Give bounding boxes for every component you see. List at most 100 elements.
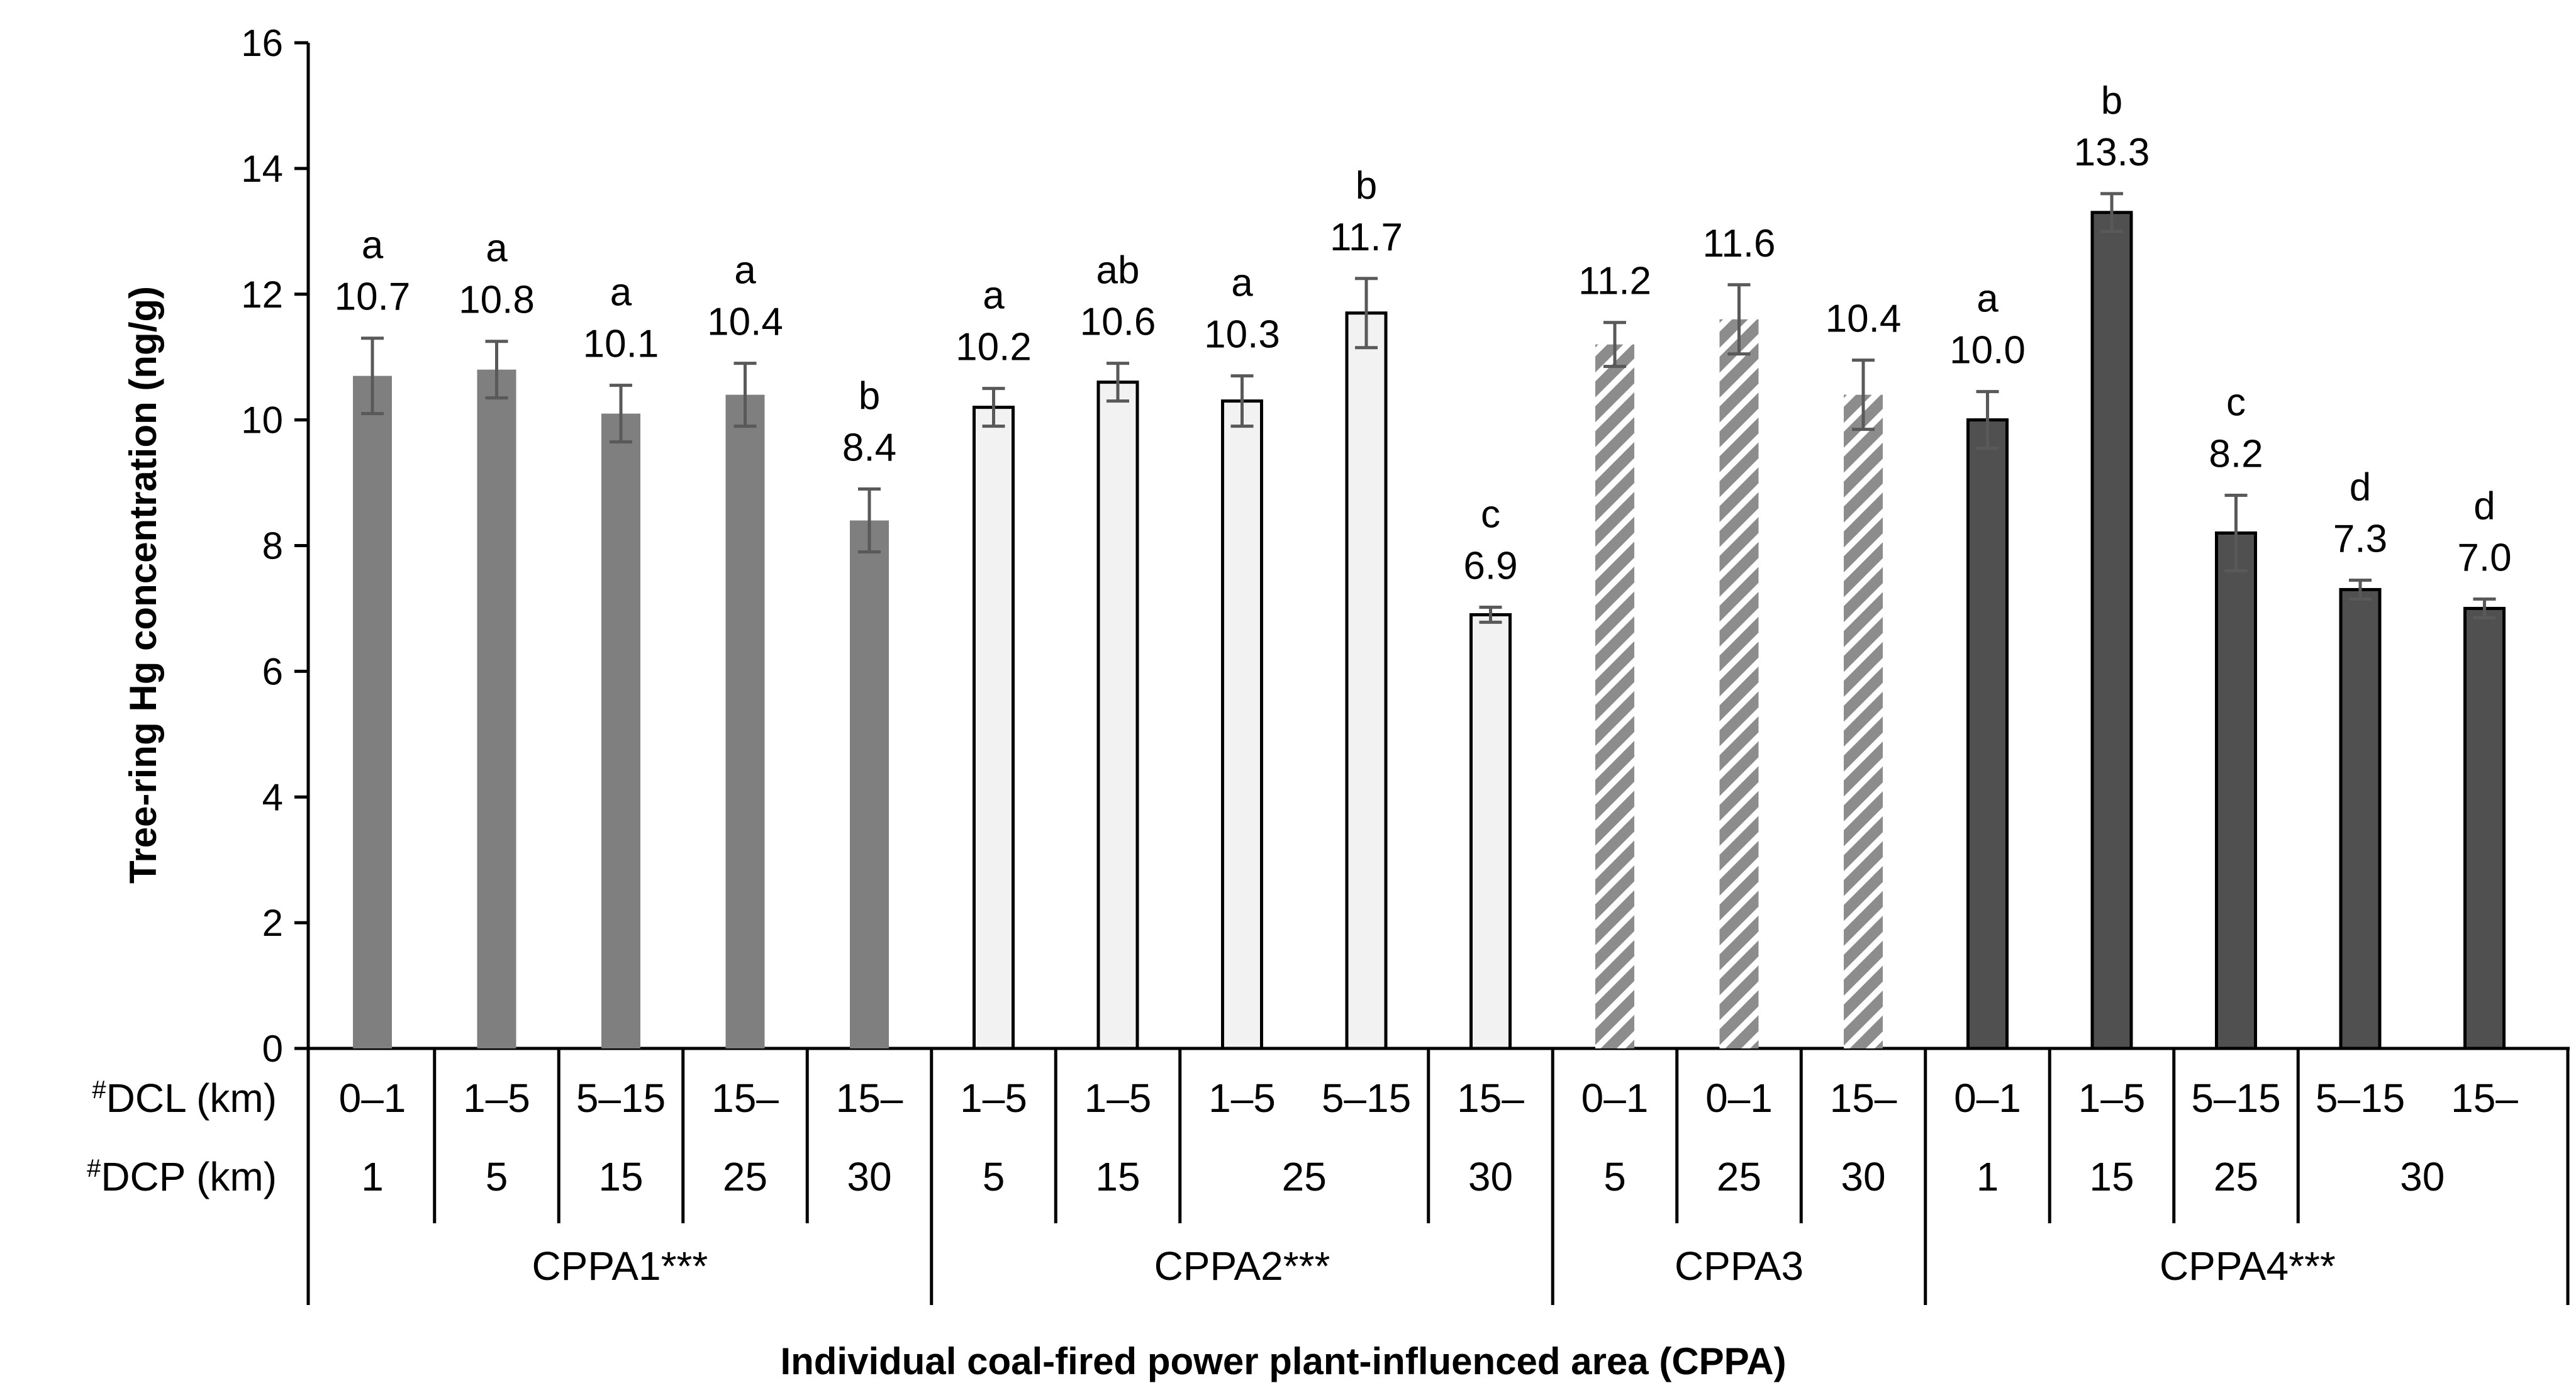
- value-label: 11.2: [1578, 260, 1651, 303]
- dcp-label: 25: [1717, 1154, 1761, 1199]
- bar: [1719, 319, 1759, 1049]
- dcl-label: 5–15: [1322, 1075, 1411, 1121]
- value-label: 10.4: [1826, 297, 1902, 341]
- significance-letter: a: [486, 227, 508, 270]
- value-label: 7.0: [2457, 536, 2511, 579]
- dcl-label: 0–1: [339, 1075, 406, 1121]
- y-axis-title: Tree-ring Hg concentration (ng/g): [122, 286, 164, 884]
- significance-letter: a: [610, 271, 632, 314]
- significance-letter: a: [362, 224, 384, 267]
- dcl-label: 1–5: [463, 1075, 530, 1121]
- bar: [2339, 587, 2382, 1050]
- dcl-label: 1–5: [1208, 1075, 1276, 1121]
- value-label: 10.2: [956, 326, 1032, 369]
- bar: [601, 413, 640, 1048]
- y-axis: 0 2 4 6 8 10 12 14 16: [241, 22, 2570, 1070]
- category-table: #DCL (km) #DCP (km) 0–1 1–5 5–15 15– 15– 1–5 1–5…: [87, 1048, 2570, 1305]
- value-label: 11.7: [1330, 216, 1403, 259]
- dcp-label: 25: [723, 1154, 767, 1199]
- bar: [1221, 399, 1263, 1050]
- dcl-label: 1–5: [2078, 1075, 2146, 1121]
- dcp-label: 1: [361, 1154, 384, 1199]
- dcp-label: 30: [847, 1154, 891, 1199]
- value-label: 6.9: [1463, 544, 1517, 587]
- significance-letter: ab: [1096, 249, 1140, 292]
- dcp-label: 15: [598, 1154, 643, 1199]
- dcl-label: 5–15: [576, 1075, 666, 1121]
- dcl-label: 0–1: [1581, 1075, 1649, 1121]
- bar: [725, 394, 765, 1048]
- value-label: 11.6: [1702, 222, 1775, 265]
- dcp-label: 5: [1603, 1154, 1626, 1199]
- dcl-label: 1–5: [1084, 1075, 1152, 1121]
- bar: [2463, 606, 2506, 1050]
- value-label: 8.2: [2209, 433, 2263, 476]
- y-tick-label: 8: [262, 525, 283, 567]
- value-label: 8.4: [842, 426, 896, 470]
- dcl-label: 5–15: [2316, 1075, 2405, 1121]
- dcp-label: 15: [2089, 1154, 2134, 1199]
- dcp-label: 30: [2400, 1154, 2445, 1199]
- bar: [2090, 211, 2133, 1050]
- dcp-label: 25: [1282, 1154, 1327, 1199]
- group-label: CPPA4***: [2160, 1243, 2336, 1289]
- significance-letter: a: [1977, 277, 1999, 321]
- dcp-label: 30: [1468, 1154, 1513, 1199]
- value-label: 13.3: [2074, 131, 2150, 174]
- group-label: CPPA1***: [532, 1243, 708, 1289]
- group-label: CPPA3: [1675, 1243, 1804, 1289]
- y-tick-label: 16: [241, 22, 283, 64]
- bar: [1469, 613, 1512, 1050]
- value-label: 10.0: [1949, 329, 2026, 372]
- dcl-label: 15–: [2451, 1075, 2518, 1121]
- dcp-label: 30: [1841, 1154, 1885, 1199]
- bar: [1096, 381, 1139, 1050]
- bar: [850, 520, 889, 1048]
- value-label: 10.8: [459, 279, 535, 322]
- value-label: 10.7: [335, 275, 411, 319]
- y-tick-label: 6: [262, 650, 283, 692]
- y-tick-label: 10: [241, 399, 283, 442]
- dcp-label: 25: [2214, 1154, 2258, 1199]
- significance-letter: c: [1481, 492, 1500, 536]
- value-label: 10.3: [1204, 313, 1280, 357]
- dcl-label: 0–1: [1705, 1075, 1773, 1121]
- value-label: 10.1: [583, 323, 659, 366]
- bar: [1595, 344, 1634, 1049]
- bar: [973, 406, 1015, 1050]
- significance-letter: a: [1231, 262, 1253, 305]
- y-tick-label: 12: [241, 274, 283, 316]
- bar: [477, 369, 516, 1048]
- significance-letter: c: [2226, 381, 2246, 425]
- value-label: 7.3: [2333, 517, 2387, 560]
- dcl-label: 15–: [836, 1075, 903, 1121]
- bar: [1844, 394, 1883, 1048]
- significance-letter: b: [1356, 164, 1377, 208]
- dcl-label: 15–: [711, 1075, 779, 1121]
- bar: [1345, 311, 1388, 1050]
- value-label: 10.6: [1080, 301, 1156, 344]
- data-labels: 10.7a10.8a10.1a10.4a8.4b10.2a10.6ab10.3a…: [335, 79, 2512, 588]
- row-header: #DCP (km): [87, 1154, 277, 1199]
- y-tick-label: 14: [241, 148, 283, 190]
- significance-letter: d: [2473, 484, 2495, 528]
- bar: [2215, 531, 2257, 1050]
- y-tick-label: 2: [262, 902, 283, 944]
- dcl-label: 0–1: [1954, 1075, 2021, 1121]
- dcl-label: 15–: [1830, 1075, 1897, 1121]
- row-header: #DCL (km): [92, 1075, 277, 1121]
- dcl-label: 5–15: [2191, 1075, 2280, 1121]
- bars: [353, 192, 2506, 1050]
- y-tick-label: 0: [262, 1028, 283, 1070]
- bar: [1966, 418, 2009, 1050]
- dcl-label: 15–: [1457, 1075, 1524, 1121]
- value-label: 10.4: [707, 301, 783, 344]
- significance-letter: d: [2350, 465, 2371, 509]
- dcl-label: 1–5: [960, 1075, 1027, 1121]
- dcp-label: 15: [1095, 1154, 1140, 1199]
- group-label: CPPA2***: [1154, 1243, 1330, 1289]
- x-axis-title: Individual coal-fired power plant-influe…: [780, 1340, 1786, 1382]
- dcp-label: 1: [1977, 1154, 1999, 1199]
- bar: [353, 375, 392, 1049]
